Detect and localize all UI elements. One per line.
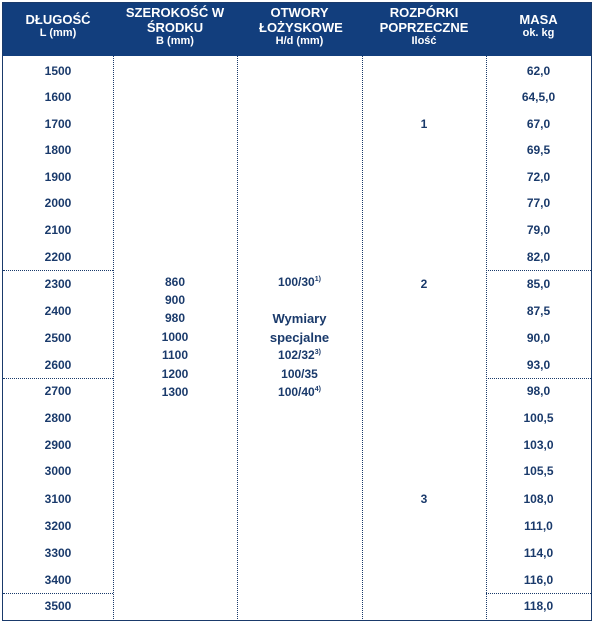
column-divider	[237, 56, 238, 621]
length-value: 3000	[44, 464, 72, 478]
row-group-divider	[3, 378, 113, 379]
row-group-divider	[486, 270, 591, 271]
width-value: 860	[164, 275, 186, 289]
header-length: DŁUGOŚĆ L (mm)	[3, 3, 113, 56]
length-value: 2600	[44, 358, 72, 372]
mass-value: 118,0	[523, 599, 554, 613]
width-value: 1300	[161, 385, 189, 399]
row-group-divider	[3, 593, 113, 594]
length-value: 2100	[44, 223, 72, 237]
width-value: 980	[164, 311, 186, 325]
header-length-title: DŁUGOŚĆ	[25, 12, 91, 27]
length-value: 2900	[44, 438, 72, 452]
length-value: 2700	[44, 384, 72, 398]
footnote-ref: 3)	[314, 349, 321, 356]
header-spacers: ROZPÓRKI POPRZECZNE Ilość	[362, 3, 486, 56]
mass-value: 100,5	[523, 411, 554, 425]
bearing-special-label: Wymiary	[272, 311, 327, 326]
mass-value: 62,0	[526, 64, 551, 78]
bearing-main: 100/301)	[237, 275, 362, 289]
bearing-option: 102/323)	[237, 348, 362, 362]
header-mass-title: MASA	[519, 12, 558, 27]
spacer-count: 3	[420, 492, 428, 506]
bearing-option-value: 100/40	[278, 385, 315, 399]
mass-value: 64,5,0	[521, 90, 556, 104]
header-bearing-sub: H/d (mm)	[275, 35, 324, 47]
header-width: SZEROKOŚĆ W ŚRODKU B (mm)	[113, 3, 237, 56]
mass-value: 85,0	[526, 277, 551, 291]
header-width-sub: B (mm)	[156, 35, 194, 47]
mass-value: 69,5	[526, 143, 551, 157]
length-value: 1900	[44, 170, 72, 184]
spacer-count: 1	[420, 117, 428, 131]
row-group-divider	[486, 593, 591, 594]
length-value: 2500	[44, 331, 72, 345]
mass-value: 105,5	[523, 464, 554, 478]
mass-value: 116,0	[523, 573, 554, 587]
header-width-title: SZEROKOŚĆ W ŚRODKU	[125, 5, 225, 35]
length-value: 3200	[44, 519, 72, 533]
length-value: 3500	[44, 599, 72, 613]
width-value: 1200	[161, 367, 189, 381]
mass-value: 67,0	[526, 117, 551, 131]
header-bearing: OTWORY ŁOŻYSKOWE H/d (mm)	[237, 3, 362, 56]
bearing-special-label: specjalne	[269, 330, 330, 345]
row-group-divider	[3, 270, 113, 271]
length-value: 3400	[44, 573, 72, 587]
mass-value: 114,0	[523, 546, 554, 560]
header-spacers-title: ROZPÓRKI POPRZECZNE	[379, 5, 469, 35]
header-mass: MASA ok. kg	[486, 3, 591, 56]
header-length-sub: L (mm)	[39, 27, 77, 39]
table-header	[3, 3, 591, 56]
mass-value: 87,5	[526, 304, 551, 318]
footnote-ref: 4)	[314, 386, 321, 393]
width-value: 1000	[161, 330, 189, 344]
length-value: 1500	[44, 64, 72, 78]
header-mass-sub: ok. kg	[522, 27, 555, 39]
mass-value: 93,0	[526, 358, 551, 372]
mass-value: 82,0	[526, 250, 551, 264]
length-value: 2000	[44, 196, 72, 210]
column-divider	[362, 56, 363, 621]
column-divider	[113, 56, 114, 621]
length-value: 2300	[44, 277, 72, 291]
length-value: 3100	[44, 492, 72, 506]
length-value: 3300	[44, 546, 72, 560]
mass-value: 77,0	[526, 196, 551, 210]
header-bearing-title: OTWORY ŁOŻYSKOWE	[259, 5, 343, 35]
bearing-option: 100/35	[281, 367, 318, 381]
length-value: 1700	[44, 117, 72, 131]
length-value: 1600	[44, 90, 72, 104]
length-value: 2800	[44, 411, 72, 425]
mass-value: 108,0	[523, 492, 554, 506]
width-value: 900	[164, 293, 186, 307]
header-spacers-sub: Ilość	[411, 35, 437, 47]
bearing-option: 100/404)	[237, 385, 362, 399]
length-value: 2400	[44, 304, 72, 318]
mass-value: 72,0	[526, 170, 551, 184]
mass-value: 98,0	[526, 384, 551, 398]
footnote-ref: 1)	[314, 276, 321, 283]
length-value: 1800	[44, 143, 72, 157]
width-value: 1100	[161, 348, 189, 362]
bearing-main-value: 100/30	[278, 275, 315, 289]
mass-value: 79,0	[526, 223, 551, 237]
row-group-divider	[486, 378, 591, 379]
column-divider	[486, 56, 487, 621]
mass-value: 111,0	[524, 519, 553, 533]
mass-value: 103,0	[523, 438, 554, 452]
bearing-option-value: 102/32	[278, 348, 315, 362]
length-value: 2200	[44, 250, 72, 264]
mass-value: 90,0	[526, 331, 551, 345]
spacer-count: 2	[420, 277, 428, 291]
